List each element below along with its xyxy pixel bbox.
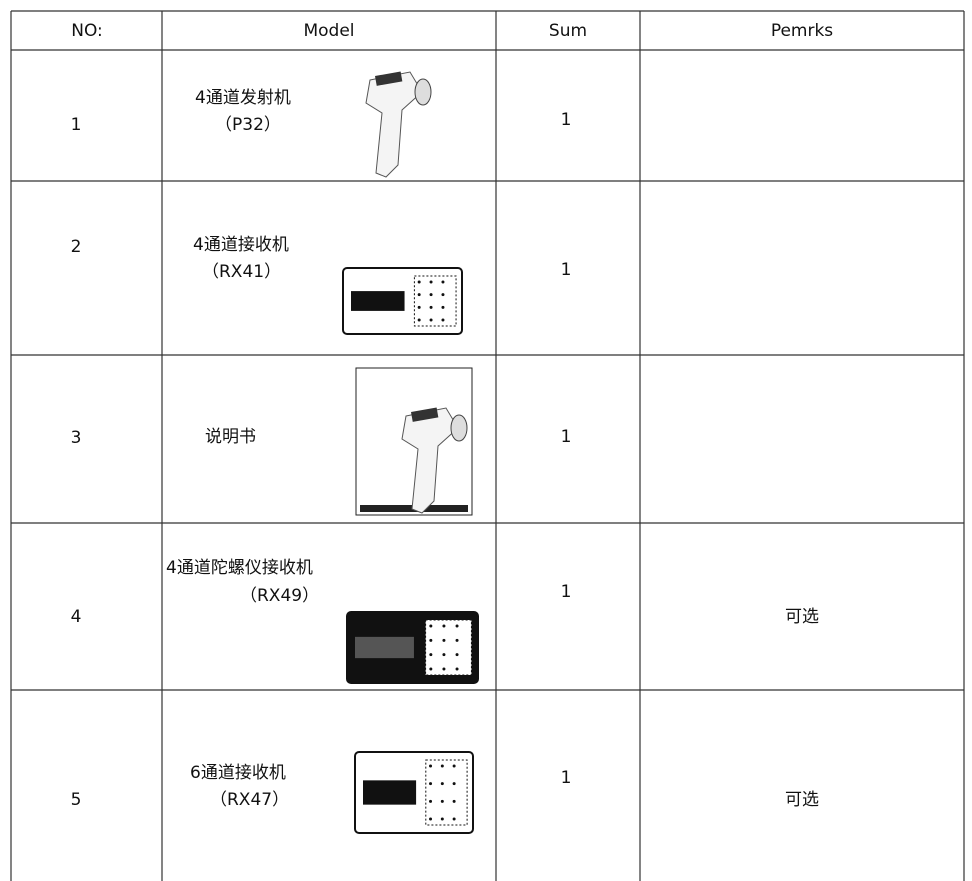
pin	[442, 667, 446, 671]
header-cell: Model	[303, 21, 354, 41]
model-code: （RX41）	[202, 262, 281, 282]
header-cell: Pemrks	[771, 21, 833, 41]
receiver-pins	[425, 619, 472, 676]
transmitter	[365, 71, 423, 178]
sum: 1	[561, 260, 572, 280]
model-name: 4通道接收机	[193, 235, 289, 255]
receiver-label	[363, 780, 417, 805]
pin	[441, 318, 445, 322]
transmitter-screen	[411, 407, 439, 422]
transmitter	[401, 407, 459, 514]
pin	[417, 280, 421, 284]
row-number: 2	[71, 237, 82, 257]
row-number: 4	[71, 607, 82, 627]
model-code: （P32）	[215, 115, 281, 135]
pin	[452, 764, 456, 768]
pin	[452, 817, 456, 821]
pin	[452, 799, 456, 803]
pin	[429, 667, 433, 671]
sum: 1	[561, 110, 572, 130]
pin	[440, 764, 444, 768]
pin	[429, 764, 433, 768]
pin	[417, 305, 421, 309]
pin	[429, 817, 433, 821]
pin	[417, 293, 421, 297]
pin	[440, 817, 444, 821]
pin	[455, 653, 459, 657]
pin	[455, 638, 459, 642]
remarks: 可选	[785, 607, 819, 627]
pin	[441, 293, 445, 297]
pin	[429, 653, 433, 657]
model-code: （RX49）	[240, 586, 319, 606]
transmitter-wheel	[450, 414, 468, 442]
pin	[455, 624, 459, 628]
product-image	[342, 267, 463, 335]
header-cell: Sum	[549, 21, 587, 41]
receiver-pins	[425, 759, 468, 826]
transmitter-wheel	[414, 78, 432, 106]
model-name: 4通道发射机	[195, 88, 291, 108]
pin	[440, 799, 444, 803]
pin	[429, 799, 433, 803]
pin	[442, 638, 446, 642]
table-grid	[10, 10, 965, 881]
product-image	[365, 71, 432, 178]
product-image	[354, 751, 474, 834]
pin	[455, 667, 459, 671]
model-name: 4通道陀螺仪接收机	[166, 558, 313, 578]
product-image	[355, 367, 473, 516]
product-image	[346, 611, 479, 684]
pin	[417, 318, 421, 322]
model-code: （RX47）	[210, 790, 289, 810]
model-name: 6通道接收机	[190, 763, 286, 783]
pin	[442, 624, 446, 628]
receiver-label	[351, 291, 405, 311]
pin	[429, 638, 433, 642]
transmitter-screen	[374, 71, 403, 86]
remarks: 可选	[785, 790, 819, 810]
pin	[429, 624, 433, 628]
row-number: 3	[71, 428, 82, 448]
pin	[441, 305, 445, 309]
pin	[442, 653, 446, 657]
row-number: 5	[71, 790, 82, 810]
pin	[441, 280, 445, 284]
receiver-pins	[413, 275, 457, 327]
pin	[429, 782, 433, 786]
header-cell: NO:	[71, 21, 103, 41]
pin	[429, 293, 433, 297]
pin	[429, 280, 433, 284]
sum: 1	[561, 582, 572, 602]
sum: 1	[561, 768, 572, 788]
pin	[452, 782, 456, 786]
pin	[429, 318, 433, 322]
receiver-label	[355, 636, 414, 659]
model-name: 说明书	[205, 427, 256, 447]
sum: 1	[561, 427, 572, 447]
row-number: 1	[71, 115, 82, 135]
pin	[429, 305, 433, 309]
pin	[440, 782, 444, 786]
